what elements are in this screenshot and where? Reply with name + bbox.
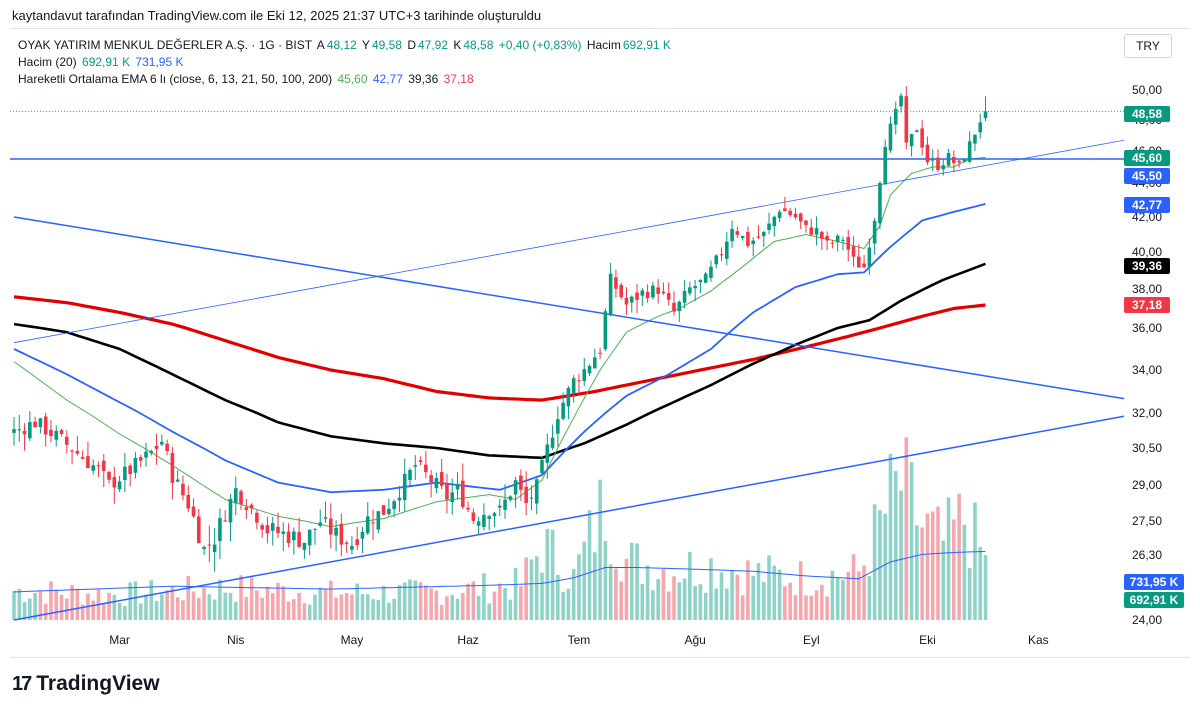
low-value: 47,92 xyxy=(417,38,449,52)
ema-value-4: 37,18 xyxy=(443,72,474,86)
volume-ma-name: Hacim (20) xyxy=(18,55,77,69)
volume-value: 692,91 K xyxy=(622,38,671,52)
volume-label: Hacim xyxy=(586,38,621,52)
change-value: +0,40 (+0,83%) xyxy=(498,38,582,52)
volume-ma-legend[interactable]: Hacim (20) 692,91 K 731,95 K xyxy=(18,55,185,69)
volume-ma-value-2: 731,95 K xyxy=(135,55,184,69)
high-label: Y xyxy=(361,38,370,52)
volume-ma-value-1: 692,91 K xyxy=(82,55,131,69)
tradingview-brand: TradingView xyxy=(36,672,160,695)
symbol-name: OYAK YATIRIM MENKUL DEĞERLER A.Ş. · 1G ·… xyxy=(18,38,313,52)
chart-frame xyxy=(10,28,1190,658)
ema-name: Hareketli Ortalama EMA 6 lı (close, 6, 1… xyxy=(18,72,333,86)
ema-legend[interactable]: Hareketli Ortalama EMA 6 lı (close, 6, 1… xyxy=(18,72,476,86)
high-value: 49,58 xyxy=(371,38,402,52)
open-label: A xyxy=(316,38,325,52)
ema-value-3: 39,36 xyxy=(408,72,439,86)
close-label: K xyxy=(453,38,462,52)
ema-value-2: 42,77 xyxy=(372,72,403,86)
tradingview-logo[interactable]: 17 TradingView xyxy=(12,672,160,696)
symbol-legend[interactable]: OYAK YATIRIM MENKUL DEĞERLER A.Ş. · 1G ·… xyxy=(18,38,673,52)
currency-button[interactable]: TRY xyxy=(1124,34,1172,58)
open-value: 48,12 xyxy=(326,38,357,52)
ema-value-1: 45,60 xyxy=(337,72,368,86)
close-value: 48,58 xyxy=(463,38,494,52)
low-label: D xyxy=(407,38,416,52)
snapshot-caption: kaytandavut tarafından TradingView.com i… xyxy=(12,8,542,23)
tradingview-logo-icon: 17 xyxy=(12,672,32,695)
